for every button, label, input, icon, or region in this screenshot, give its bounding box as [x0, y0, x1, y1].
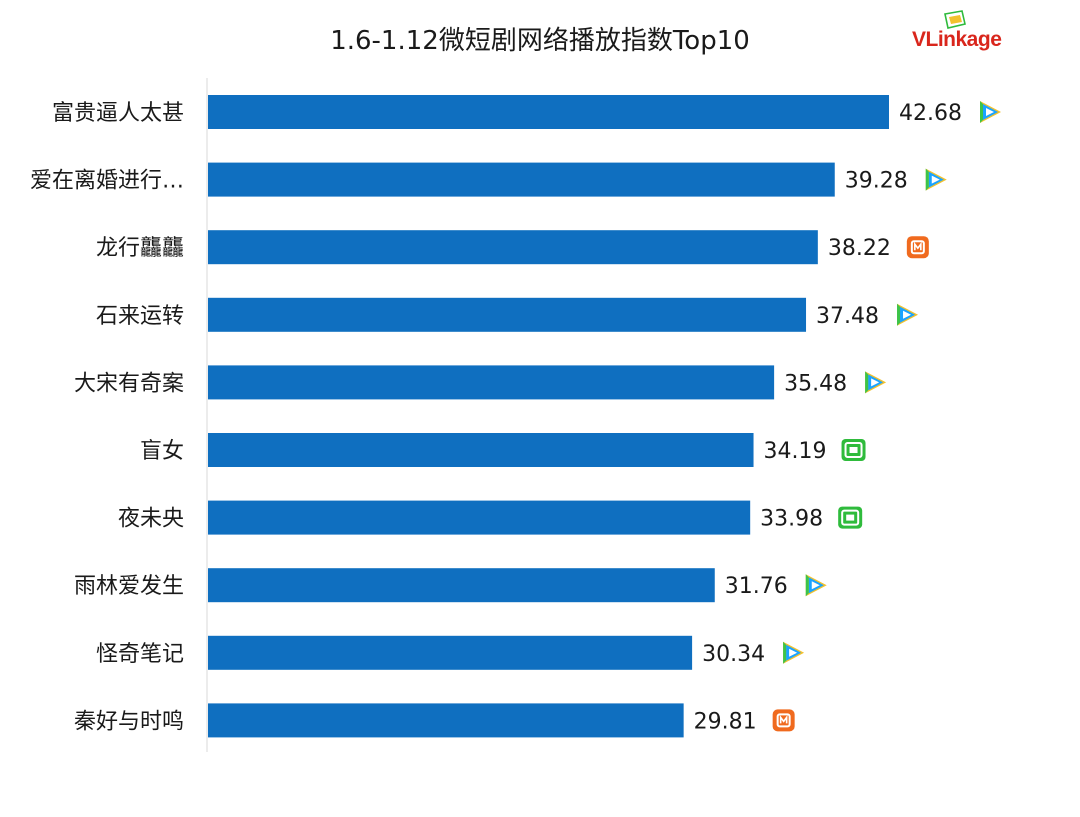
bar — [208, 162, 835, 197]
tencent-video-icon — [805, 574, 827, 597]
value-label: 29.81 — [694, 709, 757, 734]
logo-text-v: VL — [912, 28, 938, 51]
chart-title: 1.6-1.12微短剧网络播放指数Top10 — [330, 26, 750, 56]
category-label: 盲女 — [140, 439, 184, 464]
bar — [208, 95, 889, 129]
bar — [208, 433, 754, 467]
value-label: 38.22 — [828, 236, 891, 261]
iqiyi-icon — [838, 506, 863, 529]
category-label: 爱在离婚进行… — [30, 169, 184, 194]
value-label: 35.48 — [784, 371, 847, 396]
category-label: 龙行龘龘 — [96, 236, 184, 261]
category-label: 夜未央 — [118, 507, 184, 532]
bar — [208, 297, 807, 332]
tencent-video-icon — [980, 101, 1001, 123]
category-label: 石来运转 — [96, 304, 184, 329]
value-label: 39.28 — [845, 169, 908, 194]
bar — [208, 703, 684, 738]
bar — [208, 365, 775, 400]
value-label: 34.19 — [764, 439, 827, 464]
iqiyi-icon — [841, 439, 866, 461]
mango-tv-icon — [906, 236, 929, 259]
value-label: 37.48 — [816, 304, 879, 329]
category-label: 怪奇笔记 — [96, 642, 184, 667]
vlinkage-logo: VLinkage — [912, 10, 1022, 58]
bar — [208, 568, 715, 603]
tencent-video-icon — [897, 303, 919, 326]
bar — [208, 635, 693, 670]
value-label: 33.98 — [760, 507, 823, 532]
bar — [208, 230, 818, 265]
tencent-video-icon — [925, 168, 947, 191]
category-label: 富贵逼人太甚 — [52, 101, 184, 126]
mango-tv-icon — [772, 709, 795, 732]
category-label: 大宋有奇案 — [74, 371, 184, 396]
value-label: 31.76 — [725, 574, 788, 599]
value-label: 42.68 — [899, 101, 962, 126]
logo-mark-icon — [944, 10, 966, 29]
value-label: 30.34 — [702, 642, 765, 667]
tencent-video-icon — [783, 641, 805, 664]
bar — [208, 500, 751, 535]
category-label: 雨林爱发生 — [74, 574, 184, 599]
category-label: 秦好与时鸣 — [74, 709, 184, 734]
logo-text-rest: inkage — [937, 28, 1002, 51]
tencent-video-icon — [865, 371, 887, 394]
